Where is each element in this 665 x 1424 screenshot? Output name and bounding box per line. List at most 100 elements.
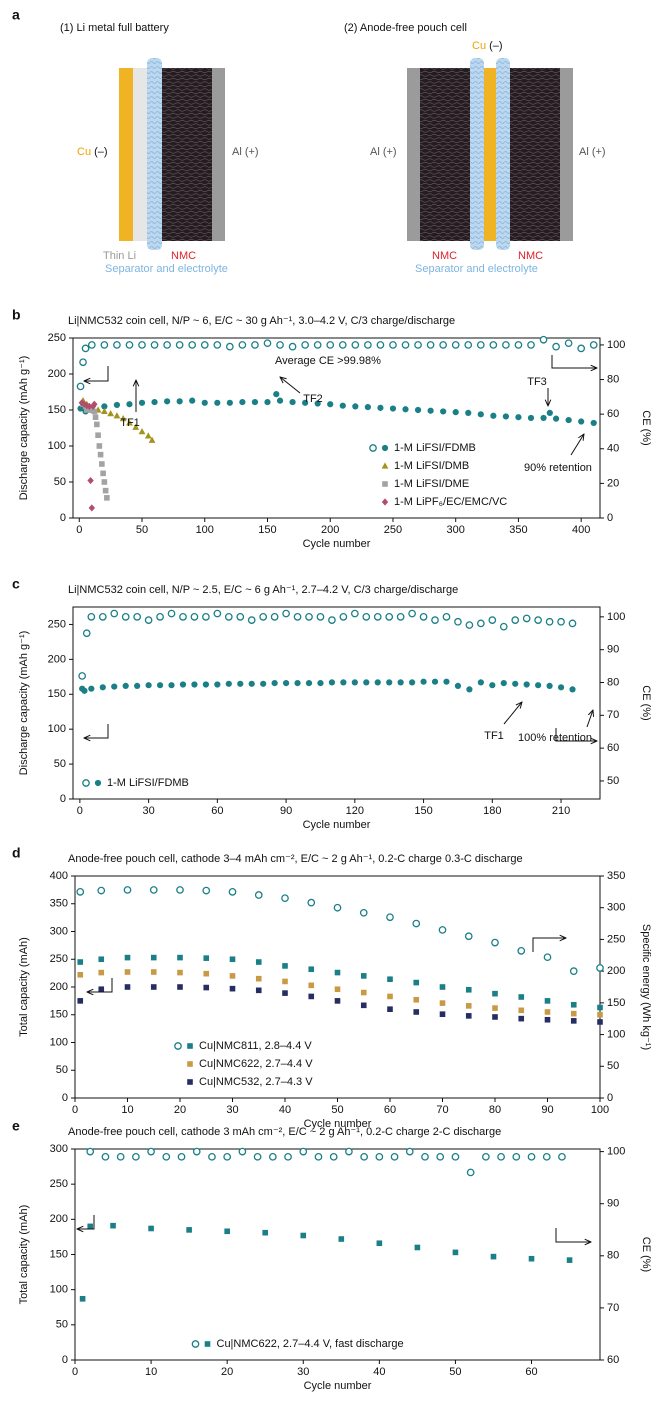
data-point: [578, 418, 585, 425]
data-point: [362, 612, 371, 621]
data-point: [164, 398, 171, 405]
data-point: [273, 391, 280, 398]
y-tick-label: 200: [50, 981, 68, 993]
panel-label: d: [12, 845, 21, 861]
data-point: [350, 609, 359, 618]
legend-label: 1-M LiPF₆/EC/EMC/VC: [394, 496, 507, 508]
data-point: [387, 993, 393, 1000]
x-tick-label: 400: [572, 524, 590, 536]
data-point: [517, 946, 526, 955]
y-tick-label: 300: [50, 1143, 68, 1155]
data-point: [500, 680, 507, 687]
al-layer: [560, 68, 573, 241]
data-point: [156, 682, 164, 689]
separator-label: Separator and electrolyte: [105, 263, 228, 275]
data-point: [420, 678, 427, 685]
data-point: [126, 419, 133, 426]
data-point: [225, 342, 234, 351]
y-tick-label: 300: [50, 925, 68, 937]
data-point: [477, 411, 484, 418]
data-point: [514, 341, 523, 349]
x-tick-label: 70: [436, 1104, 448, 1116]
data-point: [177, 984, 183, 990]
data-point: [511, 616, 520, 624]
data-point: [492, 1005, 498, 1011]
chart: d Anode-free pouch cell, cathode 3–4 mAh …: [12, 845, 652, 1130]
axis-arrow: [84, 366, 109, 381]
data-point: [281, 894, 289, 903]
y2-tick-label: 100: [607, 611, 625, 623]
al-label: Al (+): [579, 146, 606, 158]
data-point: [389, 341, 397, 349]
data-point: [317, 680, 324, 687]
data-point: [426, 341, 435, 349]
data-point: [179, 612, 187, 621]
data-point: [518, 994, 525, 1000]
y2-tick-label: 350: [607, 870, 625, 882]
data-point: [476, 341, 485, 349]
data-point: [102, 487, 109, 494]
data-point: [534, 616, 542, 624]
data-point: [497, 1152, 505, 1161]
data-point: [419, 612, 428, 621]
data-point: [543, 953, 552, 962]
data-point: [436, 1152, 445, 1161]
data-point: [451, 341, 460, 349]
data-point: [360, 1002, 367, 1009]
data-point: [110, 609, 119, 618]
cell-title: (2) Anode-free pouch cell: [344, 22, 467, 34]
legend-marker: [381, 444, 389, 452]
data-point: [260, 680, 267, 687]
data-point: [590, 419, 597, 427]
data-point: [546, 682, 553, 689]
data-point: [597, 1019, 603, 1025]
data-point: [247, 616, 256, 624]
data-point: [251, 341, 259, 349]
y2-axis-label: Specific energy (Wh kg⁻¹): [640, 924, 652, 1050]
data-point: [552, 415, 560, 422]
data-point: [150, 954, 157, 961]
data-point: [438, 926, 447, 934]
y-tick-label: 250: [48, 332, 66, 344]
data-point: [99, 461, 105, 467]
y-tick-label: 200: [48, 653, 66, 665]
y-tick-label: 400: [50, 870, 68, 882]
data-point: [149, 886, 158, 894]
data-point: [121, 612, 130, 621]
legend: Cu|NMC811, 2.8–4.4 V Cu|NMC622, 2.7–4.4 V…: [174, 1040, 313, 1088]
data-point: [528, 1255, 535, 1262]
data-point: [76, 382, 85, 391]
data-point: [375, 1152, 384, 1161]
data-point: [527, 341, 535, 349]
data-point: [263, 339, 272, 348]
annotation: Average CE >99.98%: [275, 355, 381, 367]
data-point: [374, 679, 381, 686]
y2-axis-label: CE (%): [640, 410, 652, 445]
al-layer: [407, 68, 420, 241]
data-point: [413, 1009, 420, 1015]
data-point: [515, 414, 522, 421]
data-point: [387, 976, 393, 983]
data-point: [305, 680, 313, 687]
data-point: [203, 984, 210, 991]
y-tick-label: 250: [50, 953, 68, 965]
plot-frame: [72, 606, 601, 800]
x-tick-label: 150: [258, 524, 276, 536]
data-point: [492, 1014, 498, 1020]
y-tick-label: 150: [48, 404, 66, 416]
data-point: [308, 993, 315, 1000]
data-point: [466, 1168, 475, 1177]
data-point: [414, 406, 422, 414]
y-tick-label: 100: [48, 440, 66, 452]
annotation-arrow: [280, 377, 301, 394]
data-point: [122, 682, 129, 689]
data-point: [570, 1018, 577, 1024]
data-point: [91, 408, 98, 415]
data-point: [439, 1000, 446, 1006]
legend-label: 1-M LiFSI/DME: [394, 478, 469, 490]
data-point: [596, 964, 604, 972]
data-point: [589, 341, 598, 349]
y2-tick-label: 150: [607, 997, 625, 1009]
y2-tick-label: 40: [607, 443, 619, 455]
y-axis-label: Discharge capacity (mAh g⁻¹): [18, 356, 30, 501]
